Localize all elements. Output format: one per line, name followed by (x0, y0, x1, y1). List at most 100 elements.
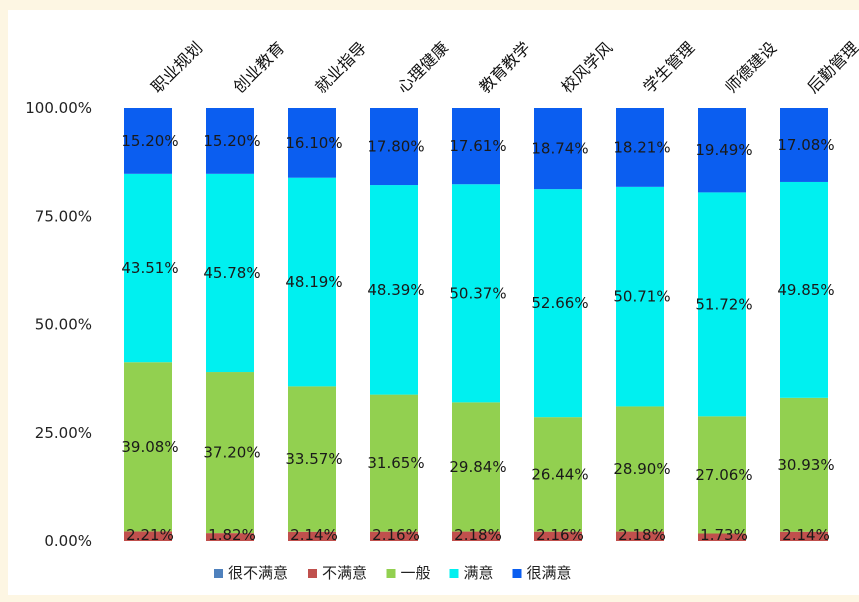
data-label: 52.66% (531, 294, 588, 312)
bar-segment (206, 372, 254, 534)
legend-label: 一般 (401, 564, 431, 582)
legend: 很不满意 不满意 一般 满意 很满意 (214, 564, 572, 582)
bar-segment (288, 386, 336, 532)
bar-segment (616, 406, 664, 532)
bar-segment (124, 362, 172, 532)
data-label: 18.74% (531, 140, 588, 158)
bar-segment (452, 184, 500, 403)
bar-segment (698, 108, 746, 193)
data-label: 17.80% (367, 138, 424, 156)
data-label: 17.61% (449, 137, 506, 155)
bar-segment (616, 531, 664, 541)
bar-segment (370, 394, 418, 532)
data-label: 26.44% (531, 465, 588, 483)
data-label: 2.16% (536, 526, 584, 544)
bar-segment (370, 108, 418, 186)
bar-segment (698, 533, 746, 541)
y-tick-label: 25.00% (35, 424, 92, 442)
bar-segment (206, 173, 254, 373)
bar-segment (534, 189, 582, 418)
legend-swatch (308, 569, 317, 578)
legend-label: 很满意 (527, 564, 572, 582)
data-label: 2.21% (126, 526, 174, 544)
y-tick-label: 75.00% (35, 207, 92, 225)
legend-swatch (214, 569, 223, 578)
data-label: 2.18% (618, 526, 666, 544)
data-label: 27.06% (695, 466, 752, 484)
data-label: 19.49% (695, 141, 752, 159)
bar-segment (698, 192, 746, 417)
x-category-label: 心理健康 (393, 38, 452, 97)
y-tick-label: 100.00% (25, 99, 92, 117)
bar-segment (206, 108, 254, 174)
bar-segment (124, 108, 172, 174)
bar-group (124, 108, 828, 541)
data-label: 18.21% (613, 138, 670, 156)
data-label: 39.08% (121, 438, 178, 456)
data-label: 28.90% (613, 460, 670, 478)
y-axis: 0.00% 25.00% 50.00% 75.00% 100.00% (25, 99, 92, 550)
x-category-label: 教育教学 (475, 38, 534, 97)
data-label: 29.84% (449, 458, 506, 476)
bar-segment (452, 108, 500, 185)
data-label: 37.20% (203, 444, 260, 462)
bar-segment (780, 181, 828, 398)
data-label: 17.08% (777, 136, 834, 154)
x-axis-labels: 职业规划 创业教育 就业指导 心理健康 教育教学 校风学风 学生管理 师德建设 后勤管理 (147, 38, 859, 97)
bar-segment (124, 531, 172, 541)
data-label: 45.78% (203, 264, 260, 282)
bar-segment (452, 402, 500, 532)
bar-segment (124, 173, 172, 363)
bar-segment (534, 417, 582, 532)
legend-swatch (386, 569, 396, 578)
bar-segment (288, 177, 336, 387)
legend-swatch (512, 569, 522, 578)
bar-segment (780, 108, 828, 182)
legend-swatch (449, 569, 459, 578)
data-label: 1.73% (700, 526, 748, 544)
x-category-label: 后勤管理 (803, 38, 859, 97)
y-tick-label: 50.00% (35, 316, 92, 334)
x-category-label: 师德建设 (721, 38, 780, 97)
data-labels: 2.21% 39.08% 43.51% 15.20% 1.82% 37.20% 45.78%… (121, 132, 834, 544)
legend-label: 很不满意 (228, 564, 288, 582)
data-label: 48.39% (367, 281, 424, 299)
data-label: 2.16% (372, 526, 420, 544)
bar-segment (206, 533, 254, 541)
x-category-label: 职业规划 (147, 38, 206, 97)
x-category-label: 学生管理 (639, 38, 698, 97)
bar-segment (780, 531, 828, 541)
bar-segment (370, 531, 418, 541)
bar-segment (534, 531, 582, 541)
data-label: 43.51% (121, 259, 178, 277)
data-label: 48.19% (285, 273, 342, 291)
x-category-label: 创业教育 (229, 38, 288, 97)
legend-label: 满意 (464, 564, 494, 582)
bar-segment (780, 397, 828, 532)
bar-segment (698, 416, 746, 534)
bar-segment (452, 531, 500, 541)
data-label: 1.82% (208, 526, 256, 544)
data-label: 2.14% (782, 526, 830, 544)
data-label: 33.57% (285, 450, 342, 468)
data-label: 2.14% (290, 526, 338, 544)
data-label: 2.18% (454, 526, 502, 544)
bar-segment (616, 186, 664, 407)
data-label: 16.10% (285, 134, 342, 152)
x-category-label: 校风学风 (557, 38, 616, 97)
data-label: 31.65% (367, 454, 424, 472)
bar-segment (534, 108, 582, 190)
data-label: 49.85% (777, 281, 834, 299)
bar-segment (288, 108, 336, 178)
data-label: 30.93% (777, 456, 834, 474)
bar-segment (616, 108, 664, 187)
data-label: 51.72% (695, 295, 752, 313)
data-label: 15.20% (203, 132, 260, 150)
data-label: 50.71% (613, 288, 670, 306)
bar-segment (288, 531, 336, 541)
x-category-label: 就业指导 (311, 38, 370, 97)
data-label: 15.20% (121, 132, 178, 150)
bar-segment (370, 185, 418, 395)
